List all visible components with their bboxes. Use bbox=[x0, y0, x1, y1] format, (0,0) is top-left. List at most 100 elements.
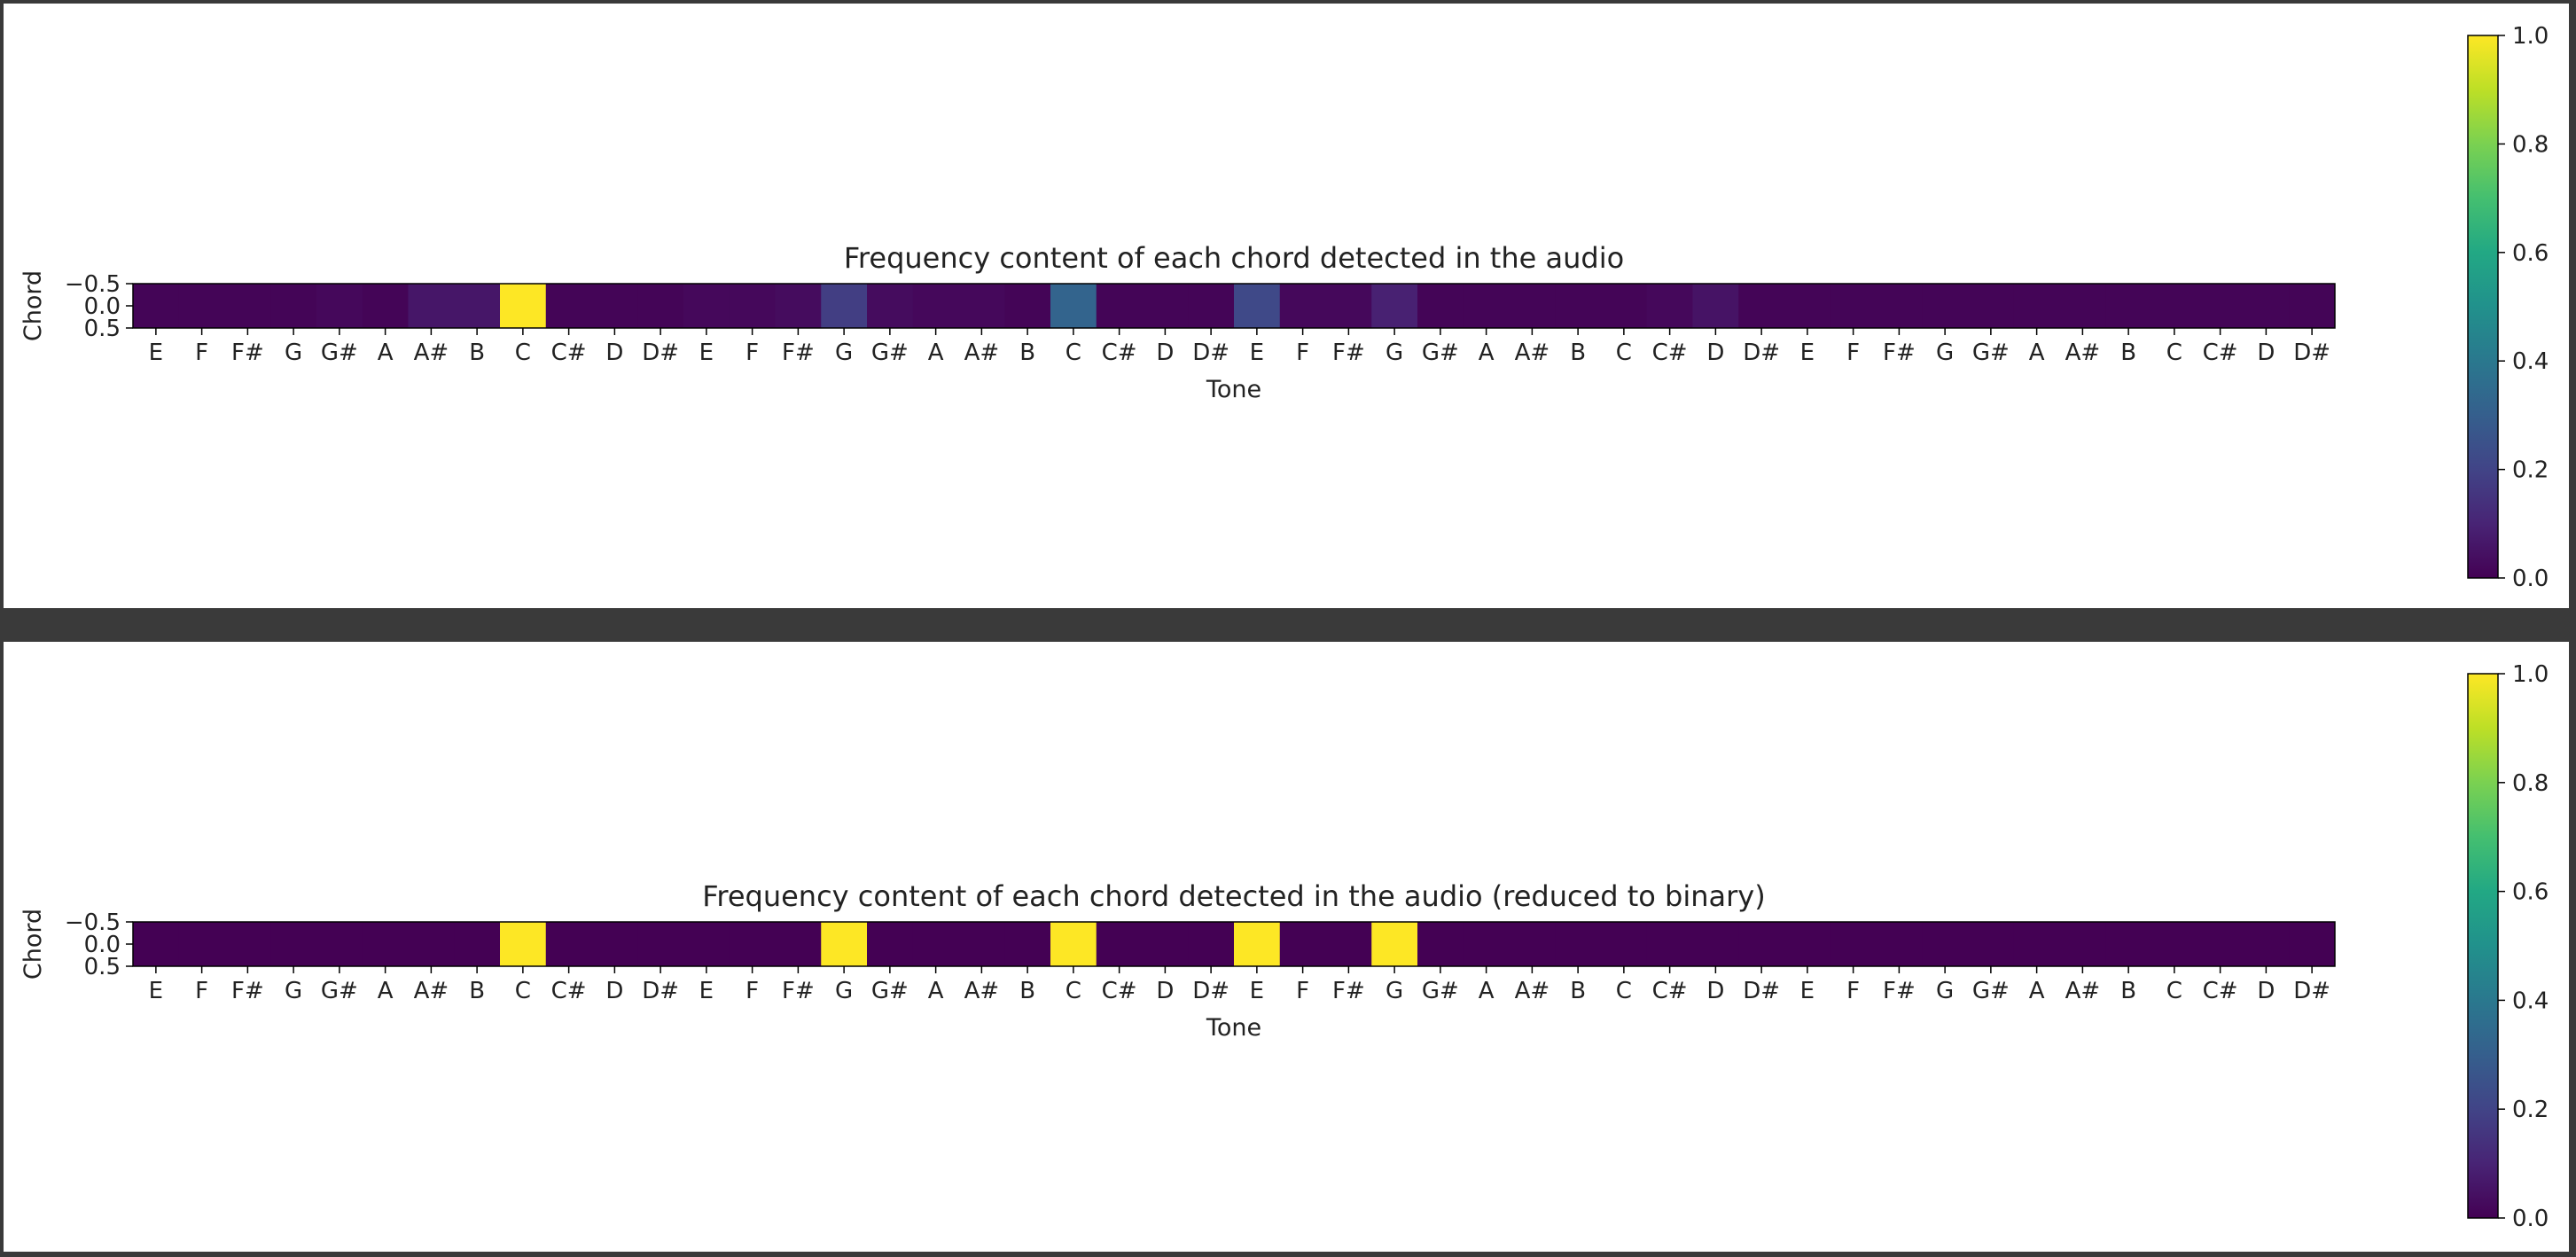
heatmap-cell bbox=[2105, 922, 2152, 966]
heatmap-cell bbox=[2151, 284, 2198, 328]
x-tick-label: D bbox=[1706, 340, 1724, 366]
x-tick-label: C bbox=[1066, 340, 1081, 366]
heatmap-cell bbox=[224, 284, 271, 328]
colorbar-tick-label: 0.8 bbox=[2512, 131, 2549, 158]
x-tick-label: D bbox=[2257, 978, 2275, 1004]
heatmap-cell bbox=[1188, 922, 1235, 966]
heatmap-cell bbox=[178, 284, 225, 328]
heatmap-cell bbox=[362, 284, 409, 328]
heatmap-cell bbox=[729, 284, 776, 328]
heatmap-cell bbox=[500, 922, 547, 966]
x-tick-label: C# bbox=[2203, 978, 2238, 1004]
heatmap-cell bbox=[270, 284, 317, 328]
colorbar-tick-label: 1.0 bbox=[2512, 23, 2549, 50]
x-axis-label: Tone bbox=[1206, 1014, 1261, 1042]
heatmap-cell bbox=[1876, 922, 1923, 966]
x-tick-label: G# bbox=[1972, 978, 2010, 1004]
x-tick-label: B bbox=[469, 340, 485, 366]
heatmap-cell bbox=[1646, 284, 1693, 328]
heatmap-cell bbox=[454, 284, 501, 328]
heatmap-cell bbox=[178, 922, 225, 966]
x-tick-label: G# bbox=[321, 978, 358, 1004]
heatmap-cell bbox=[1463, 922, 1510, 966]
colorbar-tick-label: 0.6 bbox=[2512, 879, 2549, 906]
heatmap-cell bbox=[2289, 922, 2336, 966]
x-tick-label: C# bbox=[551, 978, 587, 1004]
chart-title: Frequency content of each chord detected… bbox=[702, 879, 1765, 913]
x-tick-label: C# bbox=[1652, 340, 1688, 366]
colorbar-tick-label: 0.2 bbox=[2512, 457, 2549, 484]
x-tick-label: D# bbox=[1743, 978, 1780, 1004]
x-tick-label: B bbox=[2120, 340, 2136, 366]
x-tick-label: G bbox=[835, 340, 853, 366]
heatmap-cell bbox=[821, 922, 868, 966]
heatmap-cell bbox=[1234, 284, 1281, 328]
x-tick-label: G# bbox=[871, 340, 909, 366]
x-tick-label: G# bbox=[1422, 340, 1459, 366]
x-tick-label: A bbox=[928, 340, 944, 366]
x-tick-label: G bbox=[285, 978, 302, 1004]
x-tick-label: B bbox=[1019, 340, 1035, 366]
x-tick-label: G# bbox=[1422, 978, 1459, 1004]
x-tick-label: G# bbox=[871, 978, 909, 1004]
x-tick-label: C bbox=[1616, 978, 1632, 1004]
y-tick-label: 0.0 bbox=[84, 293, 121, 320]
heatmap-cell bbox=[912, 284, 959, 328]
x-tick-label: G bbox=[285, 340, 302, 366]
heatmap-cell bbox=[775, 922, 822, 966]
heatmap-cell bbox=[1830, 922, 1877, 966]
heatmap-cell bbox=[1325, 284, 1372, 328]
heatmap-cell bbox=[500, 284, 547, 328]
y-axis-label: Chord bbox=[20, 909, 47, 980]
x-tick-label: E bbox=[149, 978, 163, 1004]
heatmap-cell bbox=[683, 922, 730, 966]
x-tick-label: A# bbox=[414, 978, 449, 1004]
heatmap-cell bbox=[1784, 284, 1831, 328]
heatmap-cell bbox=[316, 284, 363, 328]
heatmap-cell bbox=[2013, 922, 2060, 966]
heatmap-cell bbox=[1050, 284, 1097, 328]
heatmap-cell bbox=[867, 284, 914, 328]
x-tick-label: D# bbox=[2293, 340, 2330, 366]
x-tick-label: F# bbox=[231, 978, 264, 1004]
heatmap-cell bbox=[545, 922, 592, 966]
heatmap-cell bbox=[454, 922, 501, 966]
heatmap-cell bbox=[1142, 922, 1189, 966]
x-tick-label: F# bbox=[782, 978, 815, 1004]
heatmap-cell bbox=[2243, 284, 2290, 328]
heatmap-cell bbox=[1096, 922, 1143, 966]
heatmap-cell bbox=[591, 922, 638, 966]
heatmap-cell bbox=[821, 284, 868, 328]
x-tick-label: E bbox=[699, 340, 714, 366]
x-tick-label: C bbox=[1616, 340, 1632, 366]
chart-panel-raw: Frequency content of each chord detected… bbox=[4, 4, 2569, 608]
heatmap-cell bbox=[1417, 922, 1464, 966]
x-tick-label: A bbox=[2029, 340, 2045, 366]
x-tick-label: C# bbox=[1102, 340, 1137, 366]
heatmap-cell bbox=[1922, 922, 1969, 966]
heatmap-cell bbox=[1004, 922, 1051, 966]
heatmap-cell bbox=[1922, 284, 1969, 328]
x-tick-label: F bbox=[1846, 978, 1860, 1004]
x-tick-label: F bbox=[1296, 978, 1309, 1004]
heatmap-cell bbox=[729, 922, 776, 966]
x-tick-label: D bbox=[1156, 340, 1174, 366]
y-tick-label: 0.5 bbox=[84, 954, 121, 980]
chart-title: Frequency content of each chord detected… bbox=[844, 241, 1624, 275]
x-tick-label: C bbox=[2166, 340, 2182, 366]
x-tick-label: A bbox=[1479, 978, 1495, 1004]
x-tick-label: C bbox=[515, 978, 531, 1004]
heatmap-cell bbox=[2243, 922, 2290, 966]
heatmap-chart-raw: Frequency content of each chord detected… bbox=[20, 23, 2549, 592]
heatmap-cell bbox=[133, 284, 180, 328]
x-tick-label: C# bbox=[551, 340, 587, 366]
x-tick-label: B bbox=[2120, 978, 2136, 1004]
x-tick-label: A# bbox=[2065, 978, 2101, 1004]
x-tick-label: C# bbox=[1102, 978, 1137, 1004]
x-tick-label: D# bbox=[642, 340, 679, 366]
heatmap-cell bbox=[1646, 922, 1693, 966]
heatmap-cell bbox=[1234, 922, 1281, 966]
x-tick-label: C bbox=[2166, 978, 2182, 1004]
heatmap-cell bbox=[637, 922, 684, 966]
x-tick-label: E bbox=[699, 978, 714, 1004]
